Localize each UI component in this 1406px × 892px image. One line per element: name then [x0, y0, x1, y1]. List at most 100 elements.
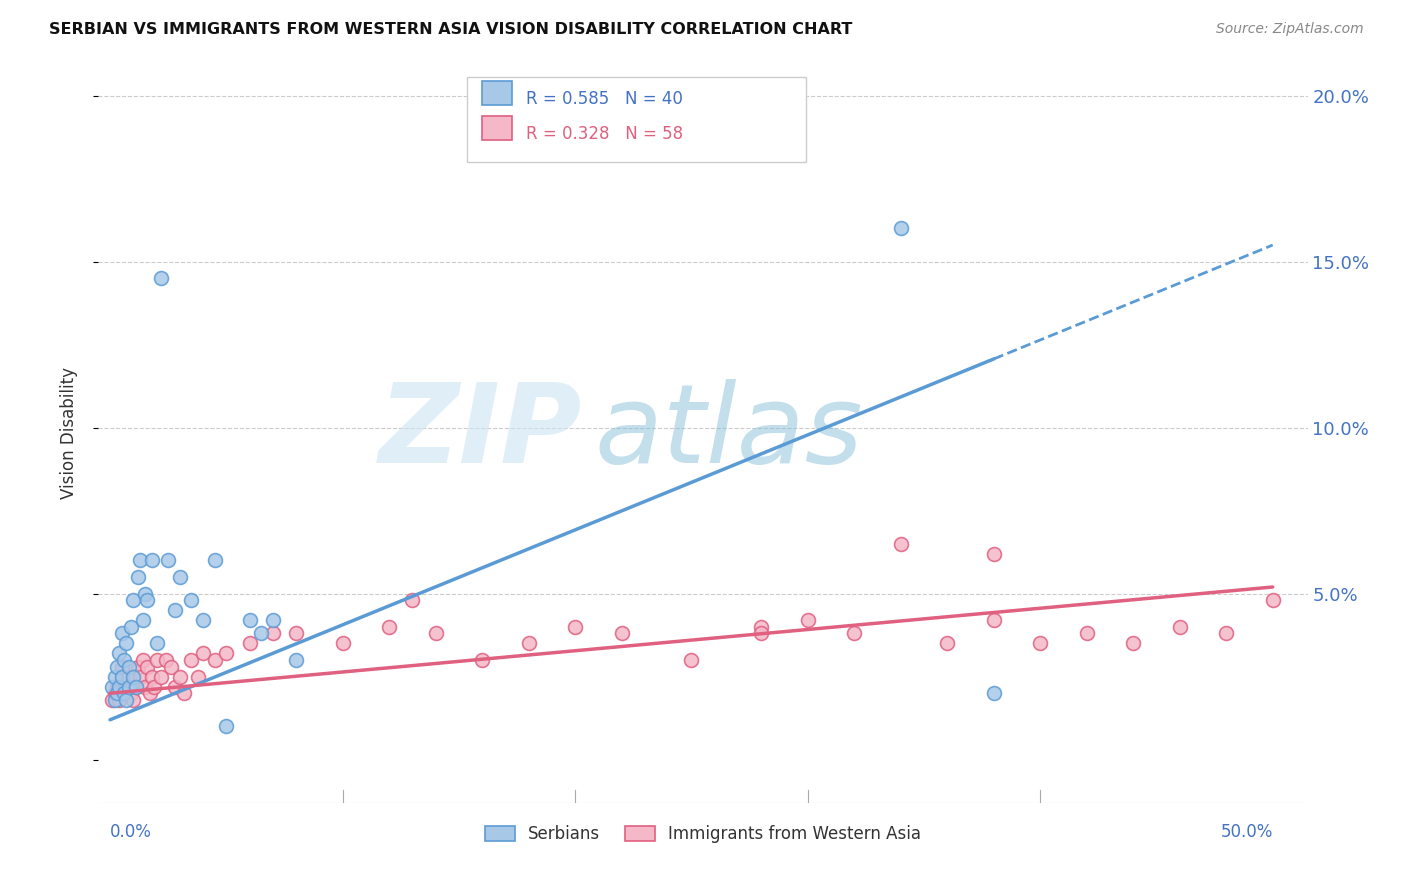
Point — [118, 680, 141, 694]
Point — [131, 653, 153, 667]
Point — [983, 686, 1005, 700]
Text: atlas: atlas — [595, 379, 863, 486]
Point — [150, 271, 173, 285]
Point — [983, 613, 1005, 627]
Point — [173, 686, 195, 700]
Point — [112, 653, 135, 667]
Point — [1261, 593, 1284, 607]
Point — [204, 553, 226, 567]
Point — [681, 653, 703, 667]
Point — [112, 686, 135, 700]
Point — [159, 659, 181, 673]
Point — [122, 693, 145, 707]
Point — [165, 603, 187, 617]
Point — [111, 626, 134, 640]
Point — [1215, 626, 1237, 640]
Point — [239, 613, 262, 627]
Point — [122, 593, 145, 607]
Point — [517, 636, 540, 650]
Point — [127, 659, 149, 673]
Point — [285, 653, 308, 667]
Point — [165, 680, 187, 694]
Text: Source: ZipAtlas.com: Source: ZipAtlas.com — [1216, 22, 1364, 37]
Point — [191, 613, 214, 627]
Point — [145, 636, 167, 650]
Point — [134, 587, 156, 601]
Point — [111, 670, 134, 684]
Point — [262, 613, 284, 627]
Point — [610, 626, 633, 640]
Point — [129, 670, 152, 684]
Point — [180, 593, 202, 607]
Point — [936, 636, 959, 650]
Point — [796, 613, 818, 627]
Bar — [467, 78, 806, 162]
Point — [215, 719, 238, 733]
Point — [157, 553, 180, 567]
Point — [124, 680, 146, 694]
Point — [124, 680, 146, 694]
Point — [155, 653, 177, 667]
Point — [141, 670, 163, 684]
Point — [112, 686, 135, 700]
Point — [138, 686, 160, 700]
Point — [332, 636, 354, 650]
Point — [378, 620, 401, 634]
Y-axis label: Vision Disability: Vision Disability — [59, 367, 77, 499]
Point — [118, 659, 141, 673]
Text: 0.0%: 0.0% — [110, 822, 152, 841]
Point — [401, 593, 423, 607]
Point — [471, 653, 494, 667]
Point — [120, 620, 142, 634]
Point — [890, 537, 912, 551]
Point — [136, 659, 159, 673]
Point — [749, 620, 772, 634]
Point — [108, 647, 131, 661]
Point — [101, 693, 124, 707]
Point — [180, 653, 202, 667]
Point — [169, 670, 191, 684]
Point — [204, 653, 226, 667]
Point — [129, 553, 152, 567]
Point — [187, 670, 209, 684]
Point — [844, 626, 866, 640]
Point — [104, 686, 127, 700]
Point — [115, 693, 138, 707]
Point — [108, 680, 131, 694]
Point — [250, 626, 273, 640]
Point — [111, 659, 134, 673]
Point — [1076, 626, 1098, 640]
Point — [239, 636, 262, 650]
Point — [169, 570, 191, 584]
Point — [425, 626, 447, 640]
Bar — [482, 81, 512, 105]
Bar — [482, 116, 512, 140]
Point — [105, 680, 128, 694]
Point — [136, 593, 159, 607]
Text: SERBIAN VS IMMIGRANTS FROM WESTERN ASIA VISION DISABILITY CORRELATION CHART: SERBIAN VS IMMIGRANTS FROM WESTERN ASIA … — [49, 22, 852, 37]
Point — [1029, 636, 1052, 650]
Point — [101, 680, 124, 694]
Legend: Serbians, Immigrants from Western Asia: Serbians, Immigrants from Western Asia — [478, 819, 928, 850]
Text: R = 0.328   N = 58: R = 0.328 N = 58 — [526, 125, 683, 143]
Point — [115, 680, 138, 694]
Point — [215, 647, 238, 661]
Point — [122, 670, 145, 684]
Point — [749, 626, 772, 640]
Point — [150, 670, 173, 684]
Text: R = 0.585   N = 40: R = 0.585 N = 40 — [526, 90, 683, 108]
Point — [111, 670, 134, 684]
Point — [105, 686, 128, 700]
Point — [134, 680, 156, 694]
Point — [105, 659, 128, 673]
Point — [118, 670, 141, 684]
Text: 50.0%: 50.0% — [1220, 822, 1272, 841]
Point — [115, 636, 138, 650]
Point — [120, 686, 142, 700]
Point — [141, 553, 163, 567]
Point — [104, 693, 127, 707]
Point — [1122, 636, 1144, 650]
Point — [145, 653, 167, 667]
Point — [983, 547, 1005, 561]
Point — [1168, 620, 1191, 634]
